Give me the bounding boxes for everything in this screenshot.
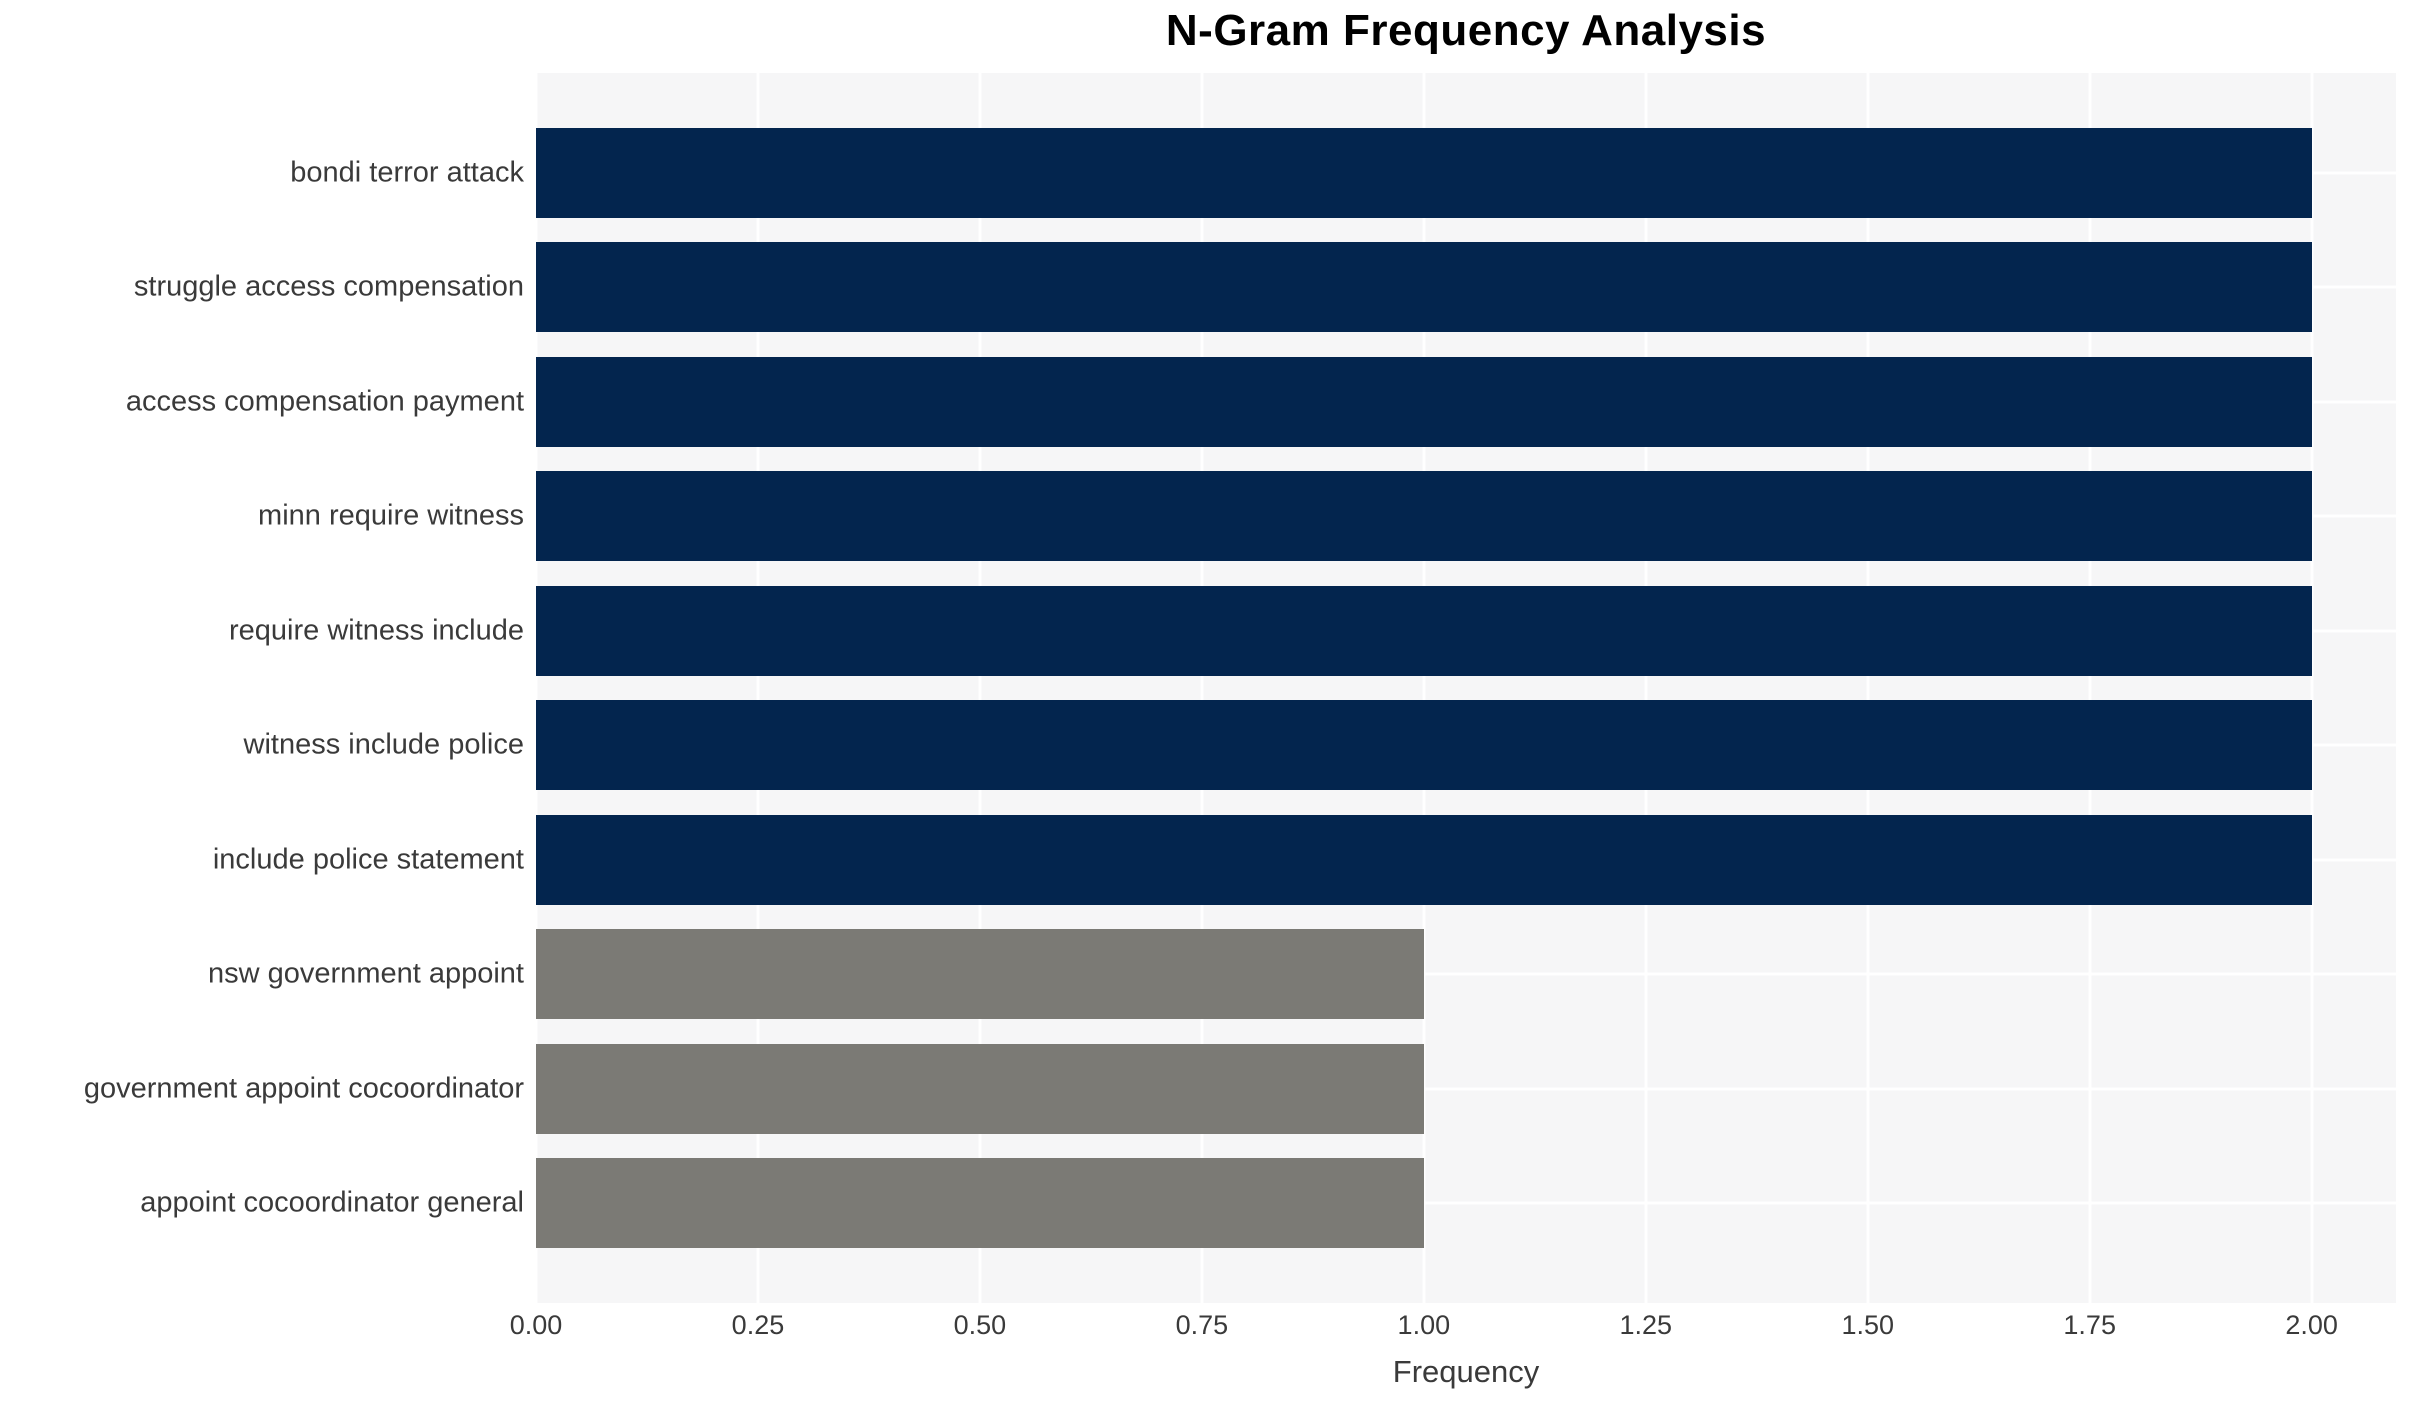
horizontal-gridline bbox=[536, 972, 2396, 976]
bar bbox=[536, 929, 1424, 1020]
bar bbox=[536, 356, 2312, 447]
x-tick-label: 1.00 bbox=[1397, 1310, 1451, 1340]
vertical-gridline bbox=[536, 73, 538, 1303]
y-tick-label: require witness include bbox=[229, 614, 524, 647]
horizontal-gridline bbox=[536, 1201, 2396, 1205]
vertical-gridline bbox=[2088, 73, 2092, 1303]
bar bbox=[536, 471, 2312, 562]
y-tick-label: access compensation payment bbox=[125, 385, 524, 418]
x-tick-label: 0.25 bbox=[731, 1310, 785, 1340]
plot-area bbox=[536, 73, 2396, 1303]
bar bbox=[536, 128, 2312, 218]
y-tick-label: include police statement bbox=[212, 843, 524, 876]
x-axis-label: Frequency bbox=[1392, 1354, 1540, 1389]
x-axis: 0.00 0.25 0.50 0.75 1.00 1.25 1.50 1.75 2.00 bbox=[510, 1310, 2396, 1348]
y-tick-label: nsw government appoint bbox=[208, 957, 524, 990]
x-tick-label: 1.50 bbox=[1841, 1310, 1895, 1340]
x-tick-label: 1.75 bbox=[2063, 1310, 2116, 1340]
vertical-gridline bbox=[2310, 73, 2314, 1303]
y-tick-label: minn require witness bbox=[258, 499, 524, 532]
bar bbox=[536, 700, 2312, 791]
y-axis-labels: bondi terror attack struggle access compe… bbox=[0, 73, 524, 1303]
vertical-gridline bbox=[756, 73, 760, 1303]
x-tick-label: 2.00 bbox=[2285, 1310, 2338, 1340]
y-tick-label: struggle access compensation bbox=[133, 270, 524, 303]
vertical-gridline bbox=[1644, 73, 1648, 1303]
vertical-gridline bbox=[978, 73, 982, 1303]
vertical-gridline bbox=[1866, 73, 1870, 1303]
y-tick-label: government appoint cocoordinator bbox=[83, 1072, 524, 1105]
x-tick-label: 0.75 bbox=[1175, 1310, 1229, 1340]
bar bbox=[536, 814, 2312, 905]
bar bbox=[536, 1043, 1424, 1134]
bar bbox=[536, 242, 2312, 333]
y-tick-label: appoint cocoordinator general bbox=[140, 1186, 524, 1219]
vertical-gridline bbox=[1422, 73, 1426, 1303]
y-tick-label: witness include police bbox=[243, 728, 524, 761]
horizontal-gridline bbox=[536, 1087, 2396, 1091]
x-tick-label: 0.00 bbox=[509, 1310, 563, 1340]
x-tick-label: 0.50 bbox=[953, 1310, 1007, 1340]
chart-title: N-Gram Frequency Analysis bbox=[1165, 6, 1767, 55]
bar bbox=[536, 1157, 1424, 1248]
vertical-gridline bbox=[1200, 73, 1204, 1303]
bar bbox=[536, 585, 2312, 676]
y-tick-label: bondi terror attack bbox=[290, 156, 524, 189]
x-tick-label: 1.25 bbox=[1619, 1310, 1673, 1340]
